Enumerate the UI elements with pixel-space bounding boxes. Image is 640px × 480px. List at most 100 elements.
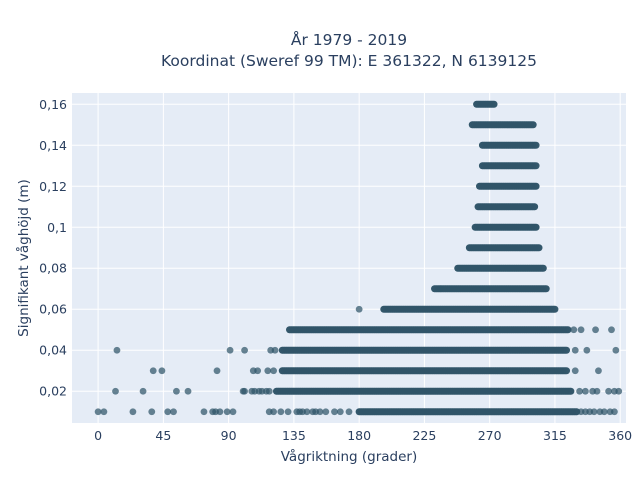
data-point: [608, 326, 615, 334]
data-band: [380, 305, 559, 313]
data-point: [271, 346, 279, 354]
data-point: [241, 346, 248, 354]
y-tick-label: 0,04: [39, 343, 67, 358]
data-point: [592, 326, 599, 334]
data-point: [129, 408, 137, 416]
data-band: [465, 244, 543, 252]
data-point: [139, 387, 147, 395]
data-point: [303, 408, 311, 416]
x-tick-labels: 0 45 90 135 180 225 270 315 360: [94, 428, 632, 443]
data-point: [590, 408, 598, 416]
data-point: [564, 326, 572, 334]
data-point: [229, 408, 237, 416]
data-point: [226, 346, 234, 354]
data-point: [148, 408, 156, 416]
data-point: [561, 346, 569, 354]
data-band: [474, 203, 539, 211]
y-tick-label: 0,06: [39, 302, 67, 317]
data-band: [468, 121, 537, 129]
y-axis-title: Signifikant våghöjd (m): [15, 179, 32, 337]
data-point: [113, 346, 121, 354]
data-point: [265, 387, 273, 395]
data-band: [272, 387, 575, 395]
chart-title-line2: Koordinat (Sweref 99 TM): E 361322, N 61…: [161, 52, 537, 70]
data-point: [254, 367, 262, 375]
data-point: [577, 326, 585, 334]
y-tick-label: 0,1: [47, 220, 67, 235]
data-point: [213, 367, 221, 375]
data-point: [284, 408, 292, 416]
data-point: [223, 408, 231, 416]
data-point: [532, 182, 540, 190]
data-point: [581, 387, 589, 395]
data-point: [576, 387, 583, 395]
data-point: [264, 367, 272, 375]
y-tick-label: 0,08: [39, 261, 67, 276]
x-tick-label: 90: [221, 428, 237, 443]
x-tick-label: 225: [412, 428, 436, 443]
x-tick-label: 0: [94, 428, 102, 443]
x-tick-label: 45: [155, 428, 171, 443]
data-point: [612, 346, 620, 354]
data-point: [241, 387, 248, 395]
x-tick-label: 360: [608, 428, 632, 443]
data-point: [593, 387, 601, 395]
data-point: [539, 264, 547, 272]
data-point: [532, 223, 540, 231]
data-point: [550, 305, 557, 313]
data-point: [158, 367, 166, 375]
data-point: [173, 387, 180, 395]
data-point: [605, 387, 612, 395]
x-tick-label: 270: [478, 428, 502, 443]
data-point: [490, 100, 498, 108]
data-band: [431, 285, 550, 293]
data-band: [473, 100, 498, 108]
data-point: [270, 367, 277, 375]
data-point: [542, 285, 549, 293]
data-band: [476, 182, 540, 190]
data-band: [478, 141, 540, 149]
data-band: [278, 367, 571, 375]
data-point: [322, 408, 330, 416]
data-band: [286, 326, 572, 334]
data-point: [600, 408, 608, 416]
y-tick-label: 0,02: [39, 384, 67, 399]
data-point: [561, 367, 569, 375]
data-point: [277, 408, 285, 416]
data-point: [610, 408, 618, 416]
x-tick-label: 135: [282, 428, 306, 443]
x-tick-label: 180: [347, 428, 371, 443]
data-point: [571, 367, 579, 375]
data-point: [583, 346, 591, 354]
data-point: [345, 408, 353, 416]
data-point: [529, 121, 537, 129]
data-point: [566, 387, 574, 395]
data-point: [164, 408, 172, 416]
data-point: [316, 408, 324, 416]
y-tick-label: 0,16: [39, 97, 67, 112]
data-point: [112, 387, 119, 395]
data-points: [94, 100, 623, 416]
data-point: [331, 408, 338, 416]
data-point: [615, 387, 623, 395]
data-point: [535, 244, 543, 252]
data-point: [436, 285, 444, 293]
data-band: [471, 223, 540, 231]
data-band: [454, 264, 547, 272]
data-band: [478, 162, 540, 170]
y-tick-label: 0,12: [39, 179, 67, 194]
data-point: [94, 408, 102, 416]
data-point: [200, 408, 208, 416]
data-point: [270, 408, 277, 416]
x-tick-label: 315: [543, 428, 567, 443]
data-point: [570, 326, 578, 334]
data-point: [100, 408, 108, 416]
data-point: [531, 141, 539, 149]
y-tick-labels: 0,02 0,04 0,06 0,08 0,1 0,12 0,14 0,16: [39, 97, 67, 399]
data-band: [355, 408, 581, 416]
data-point: [149, 367, 157, 375]
data-point: [595, 367, 602, 375]
chart-title-line1: År 1979 - 2019: [291, 30, 407, 49]
data-point: [531, 162, 539, 170]
